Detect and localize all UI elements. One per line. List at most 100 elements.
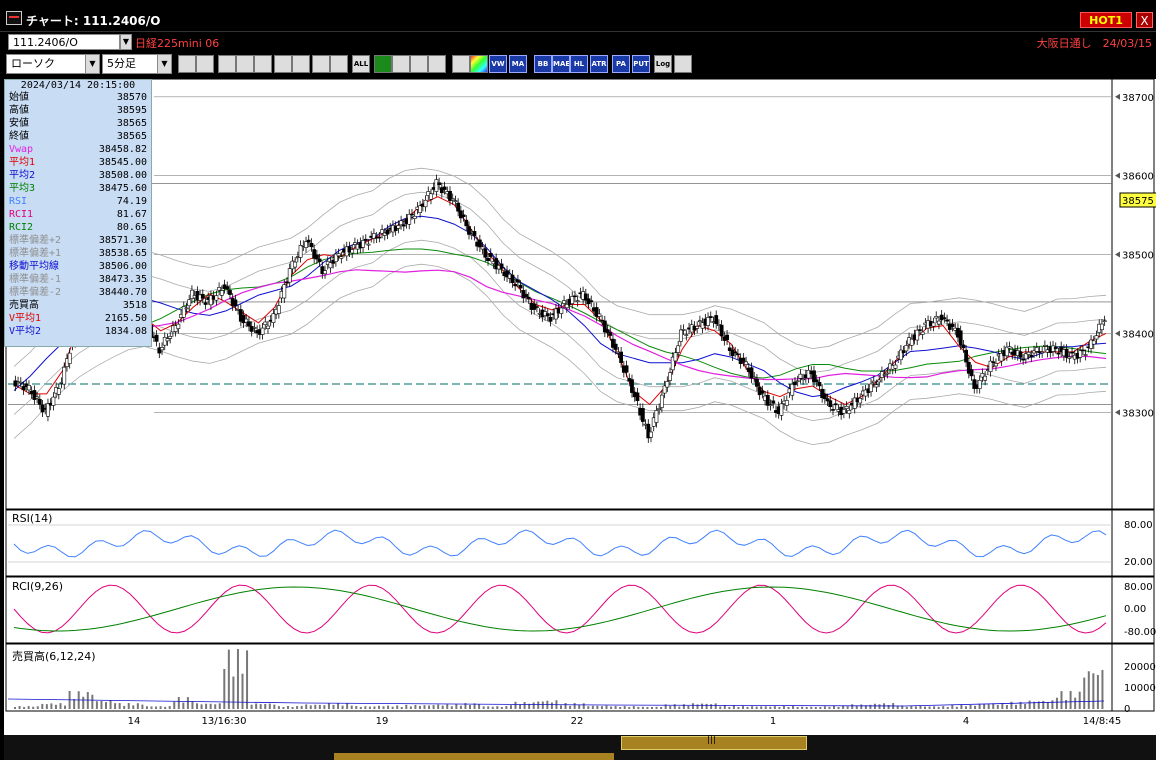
candle-body bbox=[991, 361, 996, 363]
volume-bar bbox=[1010, 701, 1013, 709]
volume-bar bbox=[509, 705, 512, 709]
volume-bar bbox=[569, 705, 572, 709]
data-value: 38570 bbox=[116, 92, 147, 103]
scroll-thumb[interactable]: ||| bbox=[621, 735, 807, 750]
tool-button[interactable] bbox=[452, 55, 470, 73]
candle-body bbox=[312, 249, 317, 259]
symbol-input[interactable]: 111.2406/O bbox=[8, 34, 120, 50]
candle-body bbox=[942, 317, 947, 319]
hl-button[interactable]: HL bbox=[570, 55, 588, 73]
candle-body bbox=[1083, 354, 1088, 356]
volume-bar bbox=[578, 705, 581, 709]
data-label: 標準偏差-2 bbox=[9, 287, 62, 298]
close-button[interactable]: X bbox=[1136, 12, 1153, 28]
period-select[interactable]: 5分足 ▼ bbox=[102, 54, 172, 74]
volume-bar bbox=[446, 704, 449, 709]
arrow-button[interactable] bbox=[392, 55, 410, 73]
price-tick-label: 38400 bbox=[1122, 329, 1154, 340]
rsi-tick-label: 80.00 bbox=[1124, 520, 1153, 531]
horizontal-scrollbar[interactable]: ||| bbox=[4, 735, 1156, 760]
candle-body bbox=[1078, 350, 1083, 358]
ruler-button[interactable] bbox=[274, 55, 292, 73]
candle-body bbox=[488, 252, 493, 257]
para-button[interactable]: PA bbox=[612, 55, 630, 73]
candle-body bbox=[399, 220, 403, 226]
mae-button[interactable]: MAE bbox=[552, 55, 570, 73]
candle-body bbox=[961, 344, 966, 349]
volume-bar bbox=[164, 706, 167, 709]
candle-body bbox=[583, 293, 588, 301]
bars-button[interactable] bbox=[254, 55, 272, 73]
volume-bar bbox=[978, 703, 981, 709]
chevron-down-icon[interactable]: ▼ bbox=[85, 55, 99, 73]
exit-button[interactable] bbox=[674, 55, 692, 73]
candle-button[interactable] bbox=[312, 55, 330, 73]
volume-bar bbox=[255, 703, 258, 709]
data-row: 売買高 3518 bbox=[5, 299, 151, 312]
all-button[interactable]: ALL bbox=[352, 55, 370, 73]
candle-body bbox=[657, 408, 662, 410]
chevron-down-icon[interactable]: ▼ bbox=[157, 55, 171, 73]
chart-svg[interactable]: 38700 38600 38500 38400 38300 38575 80.00 20.00… bbox=[4, 79, 1156, 735]
volume-bar bbox=[655, 706, 658, 709]
zoom-button[interactable] bbox=[178, 55, 196, 73]
pointer-button[interactable] bbox=[218, 55, 236, 73]
log-button[interactable]: Log bbox=[654, 55, 672, 73]
chart-type-value: ローソク bbox=[11, 57, 55, 70]
volume-bar bbox=[428, 705, 431, 709]
volume-bar bbox=[127, 703, 130, 709]
put-button[interactable]: PUT bbox=[632, 55, 650, 73]
volume-bar bbox=[455, 704, 458, 709]
volume-bar bbox=[987, 704, 990, 709]
vwap-button[interactable]: VW bbox=[489, 55, 507, 73]
cursor-button[interactable] bbox=[196, 55, 214, 73]
candle-body bbox=[18, 381, 23, 384]
draw-button[interactable] bbox=[374, 55, 392, 73]
bb-button[interactable]: BB bbox=[534, 55, 552, 73]
color-button[interactable] bbox=[470, 55, 488, 73]
symbol-dropdown-button[interactable]: ▼ bbox=[120, 34, 132, 50]
candle-body bbox=[271, 313, 276, 323]
candle-body bbox=[841, 409, 846, 414]
candle-body bbox=[309, 242, 314, 248]
candle-body bbox=[562, 300, 566, 304]
candle-body bbox=[909, 338, 914, 346]
volume-bar bbox=[268, 703, 271, 709]
volume-bar bbox=[150, 706, 153, 709]
volume-bar bbox=[505, 706, 508, 709]
chart-type-select[interactable]: ローソク ▼ bbox=[6, 54, 100, 74]
volume-bar bbox=[473, 703, 476, 709]
x-axis-label: 19 bbox=[376, 716, 389, 727]
volume-bar bbox=[673, 704, 676, 709]
data-row: RCI2 80.65 bbox=[5, 221, 151, 234]
data-label: RCI1 bbox=[9, 209, 34, 220]
candle-body bbox=[980, 373, 985, 378]
chart-area[interactable]: 38700 38600 38500 38400 38300 38575 80.00 20.00… bbox=[4, 79, 1156, 735]
data-rows: 始値 38570 高値 38595 安値 38565 終値 38565 Vwap 38458.82… bbox=[5, 91, 151, 338]
lock-button[interactable] bbox=[292, 55, 310, 73]
candle-body bbox=[771, 400, 776, 404]
candle2-button[interactable] bbox=[330, 55, 348, 73]
volume-bar bbox=[873, 703, 876, 709]
volume-bar bbox=[1087, 671, 1090, 709]
find-button[interactable] bbox=[236, 55, 254, 73]
atr-button[interactable]: ATR bbox=[590, 55, 608, 73]
candle-body bbox=[1018, 351, 1023, 358]
cross-button[interactable] bbox=[410, 55, 428, 73]
data-label: 移動平均線 bbox=[9, 261, 59, 272]
candle-body bbox=[323, 270, 327, 275]
candle-body bbox=[1070, 351, 1074, 354]
volume-bar bbox=[764, 706, 767, 709]
volume-bar bbox=[36, 706, 39, 709]
hot-button[interactable]: HOT1 bbox=[1080, 12, 1132, 28]
volume-bar bbox=[186, 697, 189, 709]
edit-button[interactable] bbox=[428, 55, 446, 73]
volume-bar bbox=[896, 705, 899, 709]
candle-body bbox=[56, 388, 61, 395]
ma-button[interactable]: MA bbox=[509, 55, 527, 73]
volume-bar bbox=[541, 701, 544, 709]
volume-bar bbox=[837, 707, 840, 709]
volume-bar bbox=[409, 706, 412, 709]
current-price-tag bbox=[1119, 192, 1156, 208]
candle-body bbox=[396, 225, 401, 229]
